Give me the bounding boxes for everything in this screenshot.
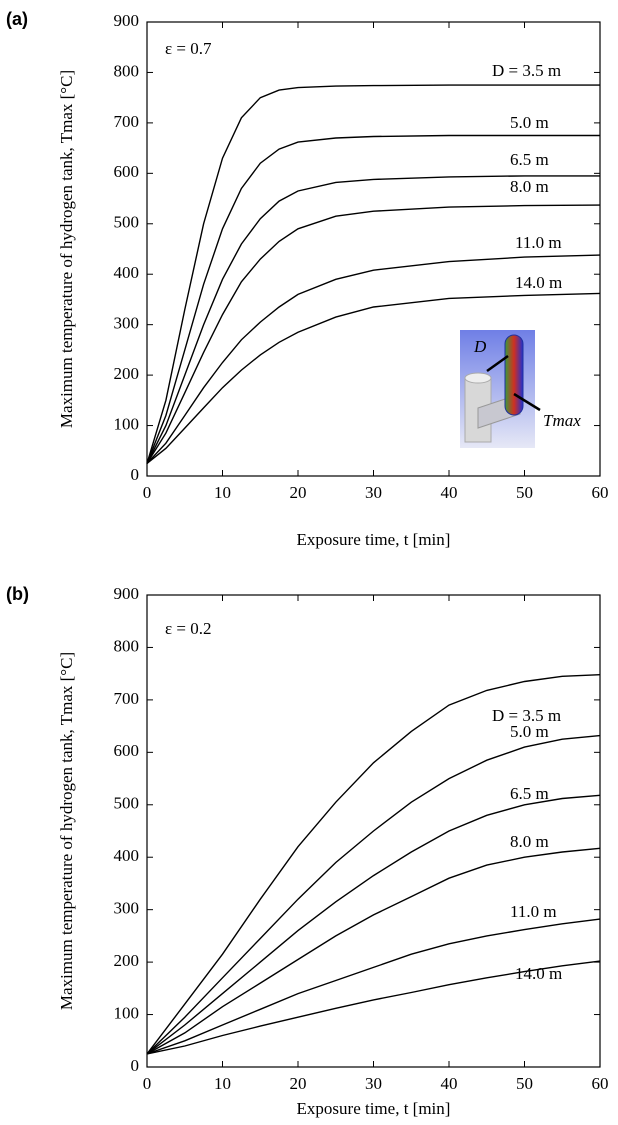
x-tick-label: 0 [143, 1074, 152, 1093]
x-axis-label: Exposure time, t [min] [297, 530, 451, 549]
line [146, 734, 601, 1055]
y-tick-label: 900 [114, 11, 140, 30]
series-label: 11.0 m [510, 902, 557, 921]
line [146, 204, 601, 464]
panel-label: (b) [6, 584, 29, 604]
x-tick-label: 20 [290, 1074, 307, 1093]
series-label: 6.5 m [510, 784, 549, 803]
line [146, 292, 601, 464]
y-tick-label: 400 [114, 263, 140, 282]
line [146, 175, 600, 464]
panel-label: (a) [6, 9, 28, 29]
line [146, 847, 601, 1055]
y-tick-label: 400 [114, 846, 140, 865]
y-tick-label: 800 [114, 61, 140, 80]
y-tick-label: 200 [114, 364, 140, 383]
series-label: D = 3.5 m [492, 706, 561, 725]
series-label: 11.0 m [515, 233, 562, 252]
line [146, 84, 600, 464]
line [146, 918, 601, 1055]
y-tick-label: 100 [114, 1003, 140, 1022]
y-tick-label: 300 [114, 899, 140, 918]
x-tick-label: 30 [365, 483, 382, 502]
y-tick-label: 900 [114, 584, 140, 603]
x-axis-label: Exposure time, t [min] [297, 1099, 451, 1118]
series-label: 14.0 m [515, 273, 562, 292]
series-label: 5.0 m [510, 722, 549, 741]
x-tick-label: 50 [516, 1074, 533, 1093]
inset-tank [504, 334, 524, 416]
y-tick-label: 0 [131, 465, 140, 484]
line [146, 134, 600, 464]
inset-label: D [473, 337, 487, 356]
line [146, 254, 601, 464]
x-tick-label: 60 [592, 1074, 609, 1093]
y-tick-label: 700 [114, 689, 140, 708]
series-label: 6.5 m [510, 150, 549, 169]
series-label: 8.0 m [510, 832, 549, 851]
y-tick-label: 300 [114, 314, 140, 333]
y-tick-label: 0 [131, 1056, 140, 1075]
y-axis-label: Maximum temperature of hydrogen tank, Tm… [57, 70, 76, 428]
annotation: ε = 0.2 [165, 619, 211, 638]
y-tick-label: 800 [114, 636, 140, 655]
x-tick-label: 30 [365, 1074, 382, 1093]
inset-label: Tmax [543, 411, 581, 430]
inset-cylinder-top [464, 372, 492, 384]
y-tick-label: 700 [114, 112, 140, 131]
y-tick-label: 600 [114, 741, 140, 760]
y-tick-label: 200 [114, 951, 140, 970]
line [146, 794, 601, 1055]
x-tick-label: 40 [441, 483, 458, 502]
inset: D Tmax [460, 330, 581, 448]
y-axis-label: Maximum temperature of hydrogen tank, Tm… [57, 652, 76, 1010]
x-tick-label: 50 [516, 483, 533, 502]
series-label: 14.0 m [515, 964, 562, 983]
series-label: D = 3.5 m [492, 61, 561, 80]
line [146, 674, 601, 1055]
x-tick-label: 10 [214, 483, 231, 502]
x-tick-label: 40 [441, 1074, 458, 1093]
y-tick-label: 600 [114, 162, 140, 181]
x-tick-label: 0 [143, 483, 152, 502]
line [146, 960, 601, 1055]
y-tick-label: 500 [114, 794, 140, 813]
series-label: 8.0 m [510, 177, 549, 196]
y-tick-label: 100 [114, 414, 140, 433]
y-tick-label: 500 [114, 213, 140, 232]
x-tick-label: 20 [290, 483, 307, 502]
inset-arrow [486, 354, 509, 373]
annotation: ε = 0.7 [165, 39, 212, 58]
inset-arrow [513, 392, 541, 412]
series-label: 5.0 m [510, 113, 549, 132]
x-tick-label: 10 [214, 1074, 231, 1093]
x-tick-label: 60 [592, 483, 609, 502]
